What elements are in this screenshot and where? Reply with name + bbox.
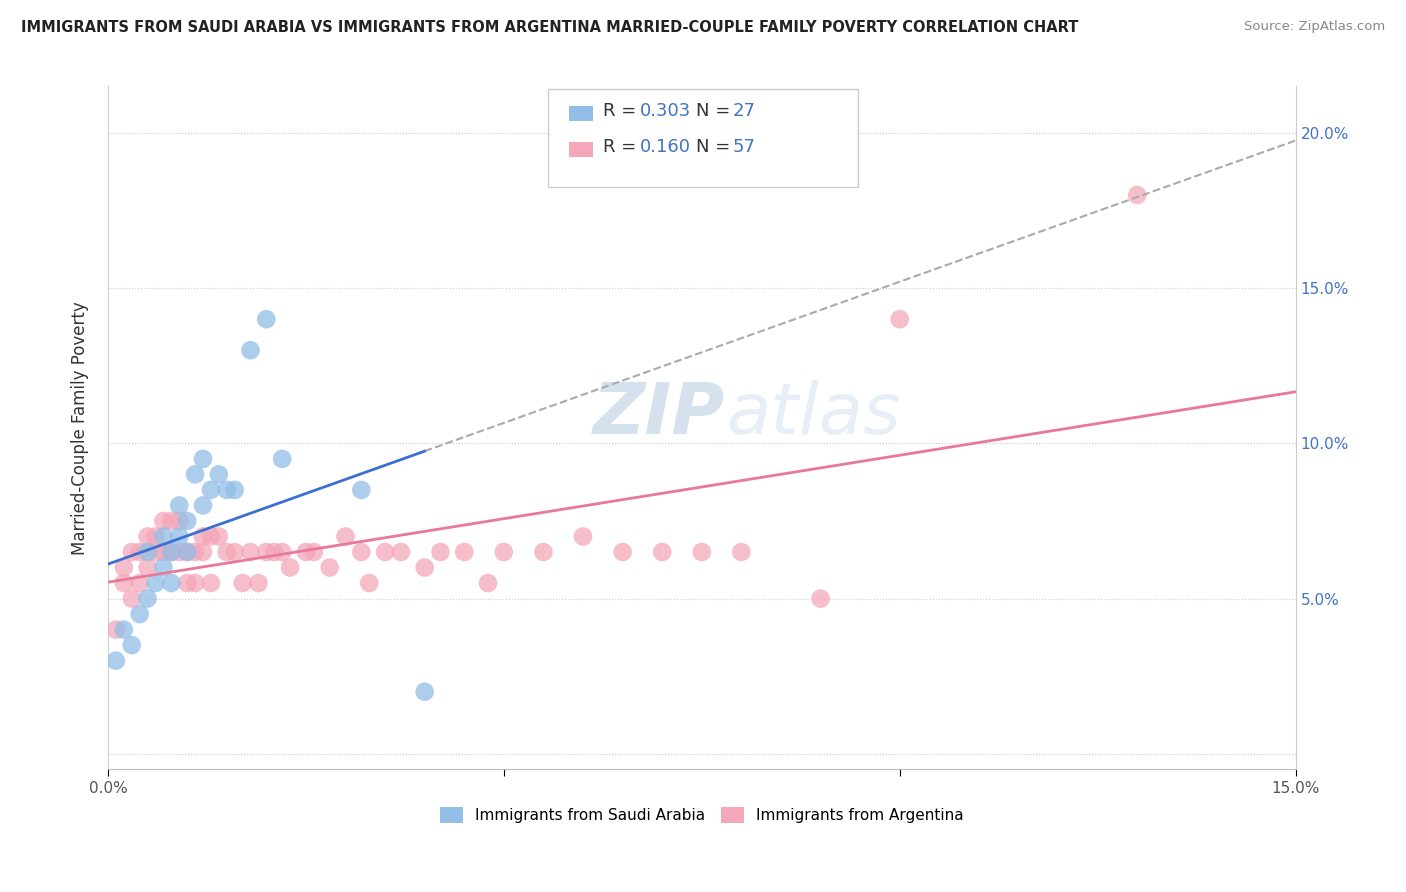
Point <box>184 467 207 482</box>
Point <box>350 545 373 559</box>
Point <box>160 545 183 559</box>
Point <box>136 545 159 559</box>
Text: N =: N = <box>696 103 735 120</box>
Text: Source: ZipAtlas.com: Source: ZipAtlas.com <box>1244 20 1385 33</box>
Text: atlas: atlas <box>725 380 900 449</box>
Point <box>121 545 143 559</box>
Point <box>104 623 127 637</box>
Point <box>167 545 190 559</box>
Point <box>302 545 325 559</box>
Point <box>200 576 222 591</box>
Point <box>389 545 412 559</box>
Point <box>271 545 294 559</box>
Point <box>152 529 174 543</box>
Point <box>232 576 254 591</box>
Text: IMMIGRANTS FROM SAUDI ARABIA VS IMMIGRANTS FROM ARGENTINA MARRIED-COUPLE FAMILY : IMMIGRANTS FROM SAUDI ARABIA VS IMMIGRAN… <box>21 20 1078 35</box>
Point <box>121 638 143 652</box>
Point <box>112 560 135 574</box>
Point <box>152 545 174 559</box>
Point <box>690 545 713 559</box>
Point <box>1126 188 1149 202</box>
Point <box>295 545 318 559</box>
Point <box>128 607 150 621</box>
Point <box>128 576 150 591</box>
Point <box>889 312 911 326</box>
Point <box>160 545 183 559</box>
Point <box>278 560 301 574</box>
Text: 0.303: 0.303 <box>640 103 690 120</box>
Point <box>254 312 277 326</box>
Point <box>128 545 150 559</box>
Point <box>318 560 340 574</box>
Text: R =: R = <box>603 103 643 120</box>
Point <box>176 545 198 559</box>
Text: R =: R = <box>603 138 643 156</box>
Point <box>239 343 262 358</box>
Point <box>112 576 135 591</box>
Point <box>477 576 499 591</box>
Point <box>239 545 262 559</box>
Point <box>191 545 214 559</box>
Point <box>413 560 436 574</box>
Point <box>152 560 174 574</box>
Point <box>200 529 222 543</box>
Point <box>145 529 167 543</box>
Point <box>429 545 451 559</box>
Point <box>453 545 475 559</box>
Point <box>191 529 214 543</box>
Point <box>121 591 143 606</box>
Point <box>200 483 222 497</box>
Point <box>167 529 190 543</box>
Point <box>167 499 190 513</box>
Point <box>224 545 246 559</box>
Point <box>184 545 207 559</box>
Point <box>810 591 832 606</box>
Point <box>160 576 183 591</box>
Point <box>167 514 190 528</box>
Point <box>254 545 277 559</box>
Point <box>152 514 174 528</box>
Point <box>247 576 270 591</box>
Point <box>208 467 231 482</box>
Point <box>215 545 238 559</box>
Y-axis label: Married-Couple Family Poverty: Married-Couple Family Poverty <box>72 301 89 555</box>
Point <box>651 545 673 559</box>
Point <box>136 529 159 543</box>
Point <box>145 576 167 591</box>
Point <box>215 483 238 497</box>
Point <box>413 684 436 698</box>
Point <box>350 483 373 497</box>
Legend: Immigrants from Saudi Arabia, Immigrants from Argentina: Immigrants from Saudi Arabia, Immigrants… <box>440 807 963 823</box>
Point <box>492 545 515 559</box>
Point <box>136 560 159 574</box>
Text: 0.160: 0.160 <box>640 138 690 156</box>
Point <box>612 545 634 559</box>
Point <box>145 545 167 559</box>
Text: N =: N = <box>696 138 735 156</box>
Point <box>374 545 396 559</box>
Point <box>335 529 357 543</box>
Point <box>176 545 198 559</box>
Point <box>730 545 752 559</box>
Point <box>104 654 127 668</box>
Point <box>136 591 159 606</box>
Point <box>208 529 231 543</box>
Point <box>572 529 595 543</box>
Point <box>191 499 214 513</box>
Point <box>160 514 183 528</box>
Point <box>359 576 381 591</box>
Point <box>224 483 246 497</box>
Text: 57: 57 <box>733 138 755 156</box>
Point <box>176 514 198 528</box>
Text: ZIP: ZIP <box>593 380 725 449</box>
Point <box>184 576 207 591</box>
Point <box>263 545 285 559</box>
Point <box>191 451 214 466</box>
Point <box>271 451 294 466</box>
Point <box>112 623 135 637</box>
Text: 27: 27 <box>733 103 755 120</box>
Point <box>533 545 555 559</box>
Point <box>176 576 198 591</box>
